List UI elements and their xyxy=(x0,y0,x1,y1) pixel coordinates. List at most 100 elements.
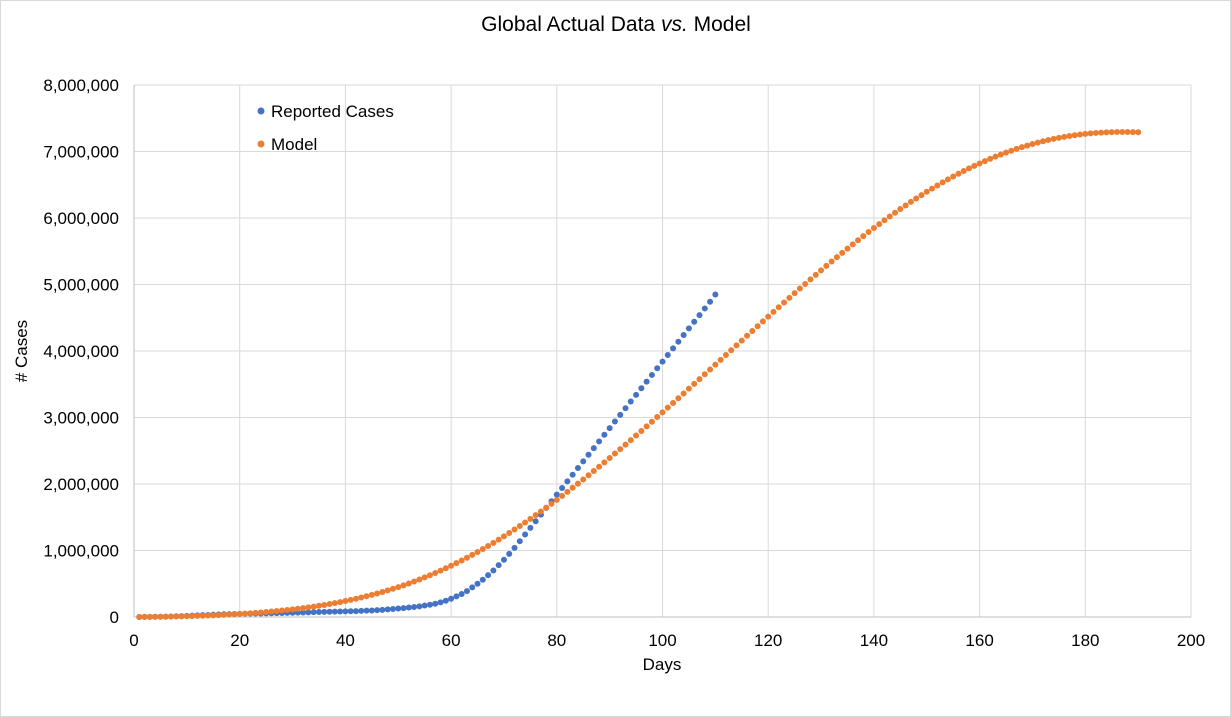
data-point xyxy=(426,601,433,608)
data-point xyxy=(855,237,862,244)
data-point xyxy=(1040,138,1047,145)
data-point xyxy=(691,318,698,325)
y-tick-labels: 0 1,000,000 2,000,000 3,000,000 4,000,000 5,0… xyxy=(43,76,119,627)
axes xyxy=(133,85,1191,618)
data-point xyxy=(226,611,233,618)
data-point xyxy=(310,609,317,616)
chart-title-italic: vs. xyxy=(661,13,688,36)
data-point xyxy=(506,550,513,557)
data-point xyxy=(897,206,904,213)
data-point xyxy=(717,356,724,363)
x-tick-label: 200 xyxy=(1177,631,1205,650)
data-point xyxy=(812,271,819,278)
data-point xyxy=(918,192,925,199)
data-point xyxy=(300,605,307,612)
data-point xyxy=(400,582,407,589)
data-point xyxy=(263,609,270,616)
data-point xyxy=(432,600,439,607)
y-tick-label: 0 xyxy=(110,608,119,627)
series-model xyxy=(136,129,1142,620)
data-point xyxy=(670,345,677,352)
grid-lines xyxy=(134,84,1192,617)
data-point xyxy=(892,209,899,216)
data-point xyxy=(136,613,143,620)
data-point xyxy=(622,405,629,412)
data-point xyxy=(337,608,344,615)
data-point xyxy=(617,411,624,418)
data-point xyxy=(532,512,539,519)
series-reported-cases xyxy=(136,291,719,620)
data-point xyxy=(738,337,745,344)
data-point xyxy=(162,613,169,620)
data-point xyxy=(458,557,465,564)
data-point xyxy=(411,578,418,585)
data-point xyxy=(1061,133,1068,140)
data-point xyxy=(183,613,190,620)
data-point xyxy=(495,536,502,543)
chart-title-prefix: Global Actual Data xyxy=(481,13,661,36)
data-point xyxy=(448,595,455,602)
data-point xyxy=(749,327,756,334)
data-point xyxy=(611,450,618,457)
y-tick-label: 7,000,000 xyxy=(43,143,119,162)
data-point xyxy=(585,472,592,479)
data-point xyxy=(189,613,196,620)
data-point xyxy=(532,518,539,525)
data-point xyxy=(596,438,603,445)
data-point xyxy=(157,613,164,620)
data-point xyxy=(537,508,544,515)
data-point xyxy=(479,576,486,583)
data-point xyxy=(728,347,735,354)
data-point xyxy=(1018,144,1025,151)
data-point xyxy=(627,398,634,405)
data-point xyxy=(559,492,566,499)
data-point xyxy=(617,446,624,453)
data-point xyxy=(1135,129,1142,136)
y-tick-label: 6,000,000 xyxy=(43,209,119,228)
data-point xyxy=(886,213,893,220)
data-point xyxy=(781,299,788,306)
data-point xyxy=(680,390,687,397)
data-point xyxy=(823,262,830,269)
data-point xyxy=(876,221,883,228)
data-point xyxy=(405,580,412,587)
data-point xyxy=(474,580,481,587)
data-point xyxy=(791,290,798,297)
data-point xyxy=(384,587,391,594)
data-point xyxy=(913,195,920,202)
data-point xyxy=(670,399,677,406)
data-point xyxy=(818,267,825,274)
y-tick-label: 2,000,000 xyxy=(43,475,119,494)
legend-label: Reported Cases xyxy=(271,102,394,121)
data-point xyxy=(442,565,449,572)
data-point xyxy=(786,294,793,301)
data-point xyxy=(659,358,666,365)
data-point xyxy=(273,608,280,615)
x-tick-labels: 0 20 40 60 80 100 120 140 160 180 200 xyxy=(129,631,1205,650)
data-point xyxy=(939,179,946,186)
data-point xyxy=(981,158,988,165)
data-point xyxy=(839,249,846,256)
data-point xyxy=(976,160,983,167)
data-point xyxy=(167,613,174,620)
data-point xyxy=(173,613,180,620)
data-point xyxy=(363,593,370,600)
x-tick-label: 60 xyxy=(442,631,461,650)
data-point xyxy=(765,313,772,320)
data-point xyxy=(1087,130,1094,137)
data-point xyxy=(548,500,555,507)
data-point xyxy=(194,612,201,619)
data-point xyxy=(416,576,423,583)
data-point xyxy=(929,185,936,192)
data-point xyxy=(326,608,333,615)
y-tick-label: 5,000,000 xyxy=(43,276,119,295)
data-point xyxy=(601,459,608,466)
data-point xyxy=(553,496,560,503)
data-point xyxy=(395,584,402,591)
data-point xyxy=(606,454,613,461)
data-point xyxy=(770,308,777,315)
data-point xyxy=(506,529,513,536)
y-tick-label: 1,000,000 xyxy=(43,542,119,561)
data-point xyxy=(601,431,608,438)
data-point xyxy=(691,380,698,387)
